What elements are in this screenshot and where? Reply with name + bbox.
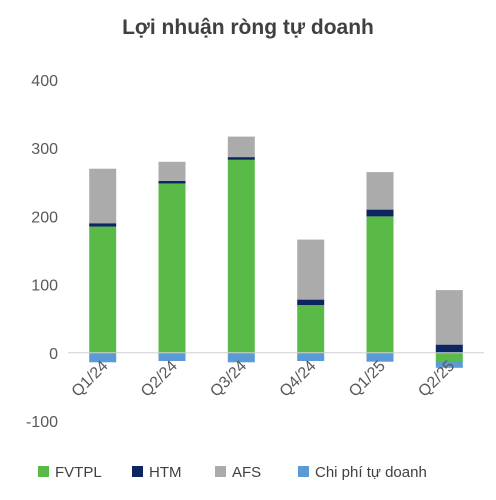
bar-segment — [158, 183, 186, 353]
x-tick-label: Q4/24 — [277, 358, 320, 401]
bar-segment — [158, 161, 186, 181]
x-tick-label: Q2/24 — [138, 358, 181, 401]
y-tick-label: 200 — [31, 209, 58, 226]
bars — [89, 136, 463, 368]
bar-segment — [158, 180, 186, 184]
legend-swatch — [132, 466, 143, 477]
x-axis: Q1/24 Q2/24 Q3/24 Q4/24 Q1/25 Q2/25 — [69, 358, 459, 401]
chart-title: Lợi nhuận ròng tự doanh — [122, 16, 374, 39]
legend-swatch — [38, 466, 49, 477]
bar-segment — [366, 209, 394, 217]
bar-segment — [366, 216, 394, 353]
bar-segment — [227, 352, 255, 363]
bar-segment — [435, 290, 463, 345]
y-tick-label: -100 — [26, 414, 58, 431]
y-tick-label: 100 — [31, 278, 58, 295]
bar-segment — [89, 352, 117, 363]
bar-segment — [297, 305, 325, 353]
x-tick-label: Q1/25 — [346, 358, 389, 401]
bar-segment — [227, 157, 255, 160]
bar-segment — [297, 352, 325, 361]
legend: FVTPL HTM AFS Chi phí tự doanh — [38, 464, 427, 481]
legend-label: AFS — [232, 464, 261, 481]
y-axis: -100 0 100 200 300 400 — [26, 73, 58, 431]
y-tick-label: 300 — [31, 141, 58, 158]
bar-segment — [366, 172, 394, 210]
legend-swatch — [215, 466, 226, 477]
bar-segment — [366, 352, 394, 362]
legend-swatch — [298, 466, 309, 477]
legend-label: FVTPL — [55, 464, 102, 481]
x-tick-label: Q1/24 — [69, 358, 112, 401]
bar-segment — [297, 299, 325, 306]
bar-segment — [89, 226, 117, 353]
bar-segment — [158, 352, 186, 361]
bar-segment — [297, 239, 325, 300]
bar-segment — [435, 344, 463, 353]
bar-segment — [435, 361, 463, 368]
y-tick-label: 400 — [31, 73, 58, 90]
bar-segment — [89, 223, 117, 227]
bar-segment — [89, 168, 117, 224]
x-tick-label: Q3/24 — [207, 358, 250, 401]
legend-label: HTM — [149, 464, 182, 481]
bar-segment — [227, 136, 255, 158]
bar-segment — [227, 159, 255, 353]
y-tick-label: 0 — [49, 346, 58, 363]
bar-segment — [435, 352, 463, 361]
legend-label: Chi phí tự doanh — [315, 464, 427, 481]
